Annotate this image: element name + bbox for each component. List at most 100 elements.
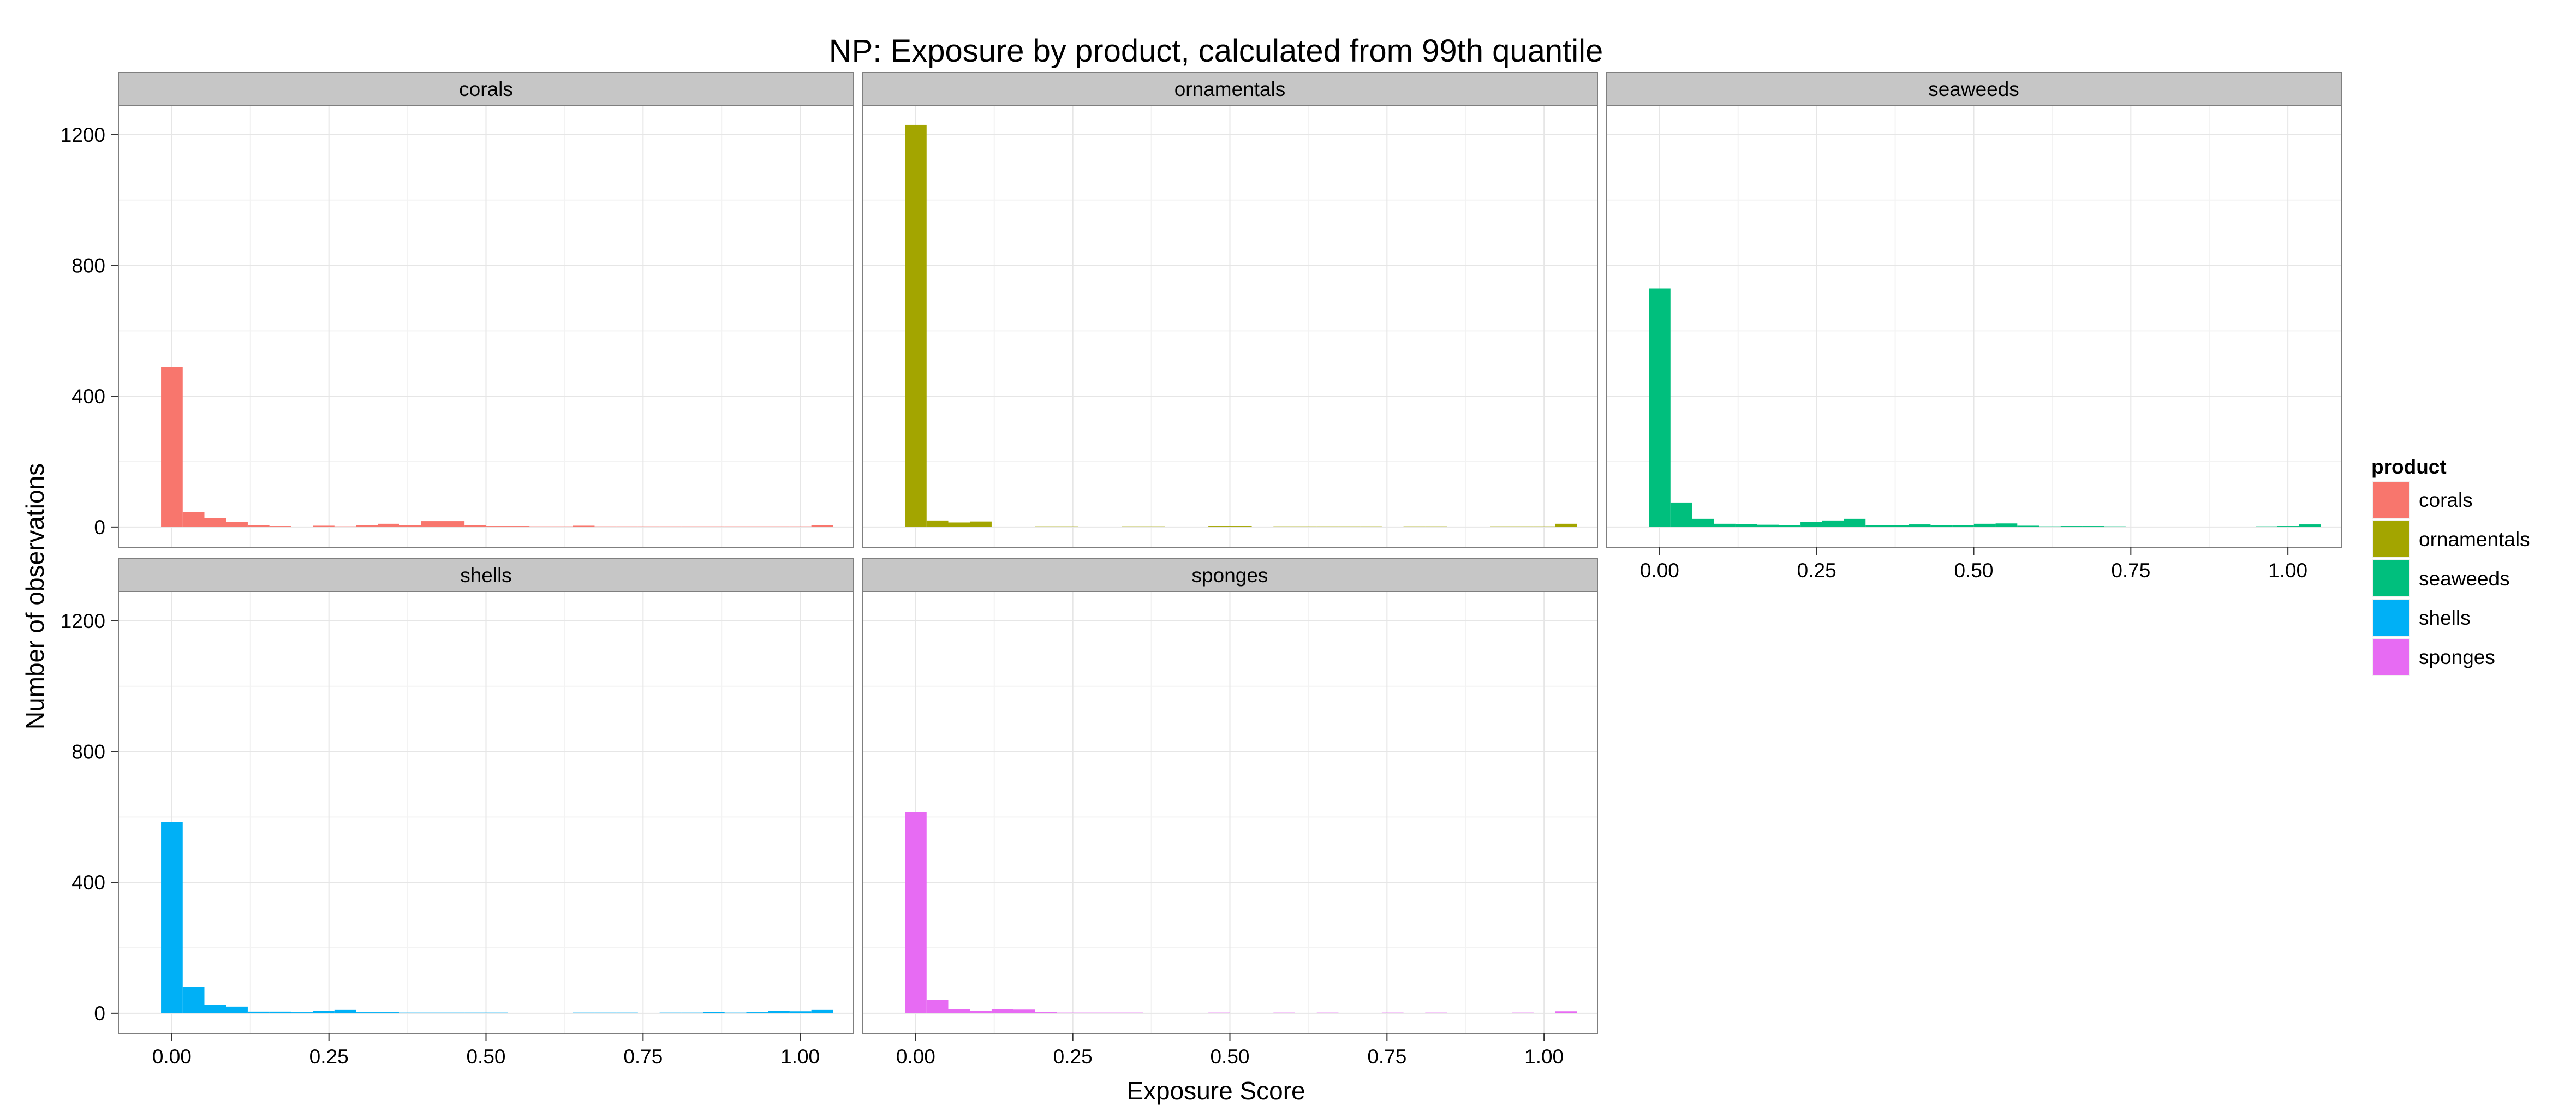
histogram-bar-seaweeds	[1714, 523, 1736, 527]
x-tick-label: 0.25	[1797, 559, 1836, 582]
facet-strip-label-corals: corals	[459, 78, 513, 100]
x-tick-label: 1.00	[780, 1045, 820, 1068]
y-axis-label: Number of observations	[21, 463, 49, 730]
facet-strip-label-shells: shells	[460, 564, 512, 587]
x-tick-label: 1.00	[2268, 559, 2307, 582]
facet-strip-sponges	[862, 558, 1598, 592]
panel-border	[118, 105, 854, 548]
histogram-bar-ornamentals	[905, 124, 927, 527]
legend-title: product	[2371, 456, 2447, 478]
panel-border	[862, 105, 1598, 548]
legend-swatch-sponges	[2373, 639, 2409, 675]
x-tick-label: 0.00	[896, 1045, 935, 1068]
y-tick-label: 0	[94, 516, 105, 539]
histogram-bar-corals	[356, 525, 378, 527]
histogram-bar-seaweeds	[1735, 524, 1757, 527]
facet-panel-sponges: sponges 0.00 0.25 0.50 0.75 1.00	[862, 558, 1598, 1068]
histogram-bar-seaweeds	[1649, 288, 1671, 527]
histogram-bar-sponges	[926, 1000, 949, 1013]
histogram-bar-seaweeds	[1909, 524, 1931, 527]
legend-swatch-corals	[2373, 482, 2409, 518]
histogram-bar-seaweeds	[1865, 525, 1887, 527]
histogram-bar-shells	[356, 1012, 378, 1013]
histogram-bar-corals	[161, 367, 183, 527]
histogram-bar-seaweeds	[2060, 526, 2083, 527]
histogram-bar-sponges	[1013, 1009, 1035, 1013]
histogram-bar-seaweeds	[2017, 525, 2040, 527]
legend-label-shells: shells	[2419, 607, 2471, 629]
histogram-bar-corals	[421, 521, 443, 527]
histogram-bar-shells	[811, 1009, 833, 1013]
histogram-bar-shells	[182, 987, 205, 1013]
histogram-bar-shells	[703, 1012, 725, 1013]
x-tick-label: 0.75	[2111, 559, 2150, 582]
histogram-bar-corals	[247, 525, 270, 527]
legend-items: corals ornamentals seaweeds shells sponges	[2371, 480, 2530, 677]
x-tick-label: 0.50	[1210, 1045, 1249, 1068]
histogram-bar-corals	[204, 518, 226, 527]
facet-strip-label-ornamentals: ornamentals	[1174, 78, 1286, 100]
histogram-bar-corals	[443, 521, 465, 527]
legend-label-sponges: sponges	[2419, 646, 2495, 668]
histogram-bar-sponges	[948, 1009, 970, 1013]
histogram-bar-sponges	[1555, 1011, 1577, 1013]
x-tick-label: 1.00	[1524, 1045, 1564, 1068]
histogram-bar-seaweeds	[1822, 520, 1844, 527]
histogram-bar-seaweeds	[1887, 525, 1909, 527]
histogram-bar-seaweeds	[2082, 526, 2104, 527]
histogram-bar-corals	[811, 525, 833, 527]
x-tick-label: 0.25	[1053, 1045, 1093, 1068]
legend-label-seaweeds: seaweeds	[2419, 567, 2510, 590]
facet-panel-shells: shells 0 400 800 1200 0.00 0.25 0.50 0.75 1.00	[61, 558, 854, 1068]
facet-strip-corals	[118, 72, 854, 106]
y-tick-label: 1200	[61, 610, 105, 632]
histogram-bar-shells	[313, 1011, 335, 1013]
histogram-bar-seaweeds	[2299, 524, 2321, 527]
legend-label-ornamentals: ornamentals	[2419, 528, 2530, 551]
histogram-bar-corals	[226, 522, 248, 527]
histogram-bar-shells	[789, 1011, 812, 1013]
histogram-bar-corals	[508, 526, 530, 527]
histogram-bar-shells	[161, 822, 183, 1013]
x-axis-label: Exposure Score	[1126, 1077, 1305, 1105]
legend-swatch-shells	[2373, 600, 2409, 636]
histogram-bar-ornamentals	[926, 520, 949, 527]
legend-item-shells: shells	[2371, 597, 2471, 638]
facet-panels: corals 0 400 800 1200 ornamentals seaweeds 0.00…	[61, 72, 2342, 1068]
histogram-bar-seaweeds	[2277, 526, 2299, 527]
histogram-bar-corals	[399, 525, 421, 527]
histogram-bar-corals	[464, 525, 486, 527]
histogram-bar-corals	[269, 526, 291, 527]
histogram-bar-ornamentals	[970, 521, 992, 527]
x-tick-label: 0.00	[152, 1045, 192, 1068]
x-tick-label: 0.50	[466, 1045, 505, 1068]
histogram-bar-shells	[269, 1011, 291, 1013]
legend-label-corals: corals	[2419, 489, 2473, 511]
histogram-bar-ornamentals	[1208, 526, 1230, 527]
chart-title: NP: Exposure by product, calculated from…	[829, 33, 1603, 69]
x-tick-label: 0.75	[1367, 1045, 1406, 1068]
histogram-bar-shells	[204, 1005, 226, 1013]
legend-item-corals: corals	[2371, 480, 2473, 520]
y-tick-label: 400	[71, 871, 105, 894]
facet-strip-label-seaweeds: seaweeds	[1928, 78, 2019, 100]
histogram-bar-shells	[247, 1011, 270, 1013]
facet-strip-seaweeds	[1606, 72, 2342, 106]
histogram-bar-shells	[746, 1012, 768, 1013]
legend-item-seaweeds: seaweeds	[2371, 558, 2510, 599]
y-tick-label: 1200	[61, 124, 105, 146]
histogram-bar-shells	[334, 1009, 356, 1013]
facet-panel-seaweeds: seaweeds 0.00 0.25 0.50 0.75 1.00	[1606, 72, 2342, 582]
legend-item-sponges: sponges	[2371, 637, 2495, 677]
histogram-bar-shells	[378, 1012, 399, 1013]
histogram-bar-ornamentals	[1555, 523, 1577, 527]
legend: product corals ornamentals seaweeds shells s…	[2371, 456, 2530, 677]
histogram-bar-corals	[486, 526, 508, 527]
histogram-bar-seaweeds	[1995, 523, 2018, 527]
histogram-bar-seaweeds	[1844, 518, 1866, 527]
histogram-bar-seaweeds	[1973, 523, 1996, 527]
y-tick-label: 800	[71, 255, 105, 277]
x-tick-label: 0.75	[623, 1045, 663, 1068]
histogram-bar-seaweeds	[1779, 525, 1801, 527]
